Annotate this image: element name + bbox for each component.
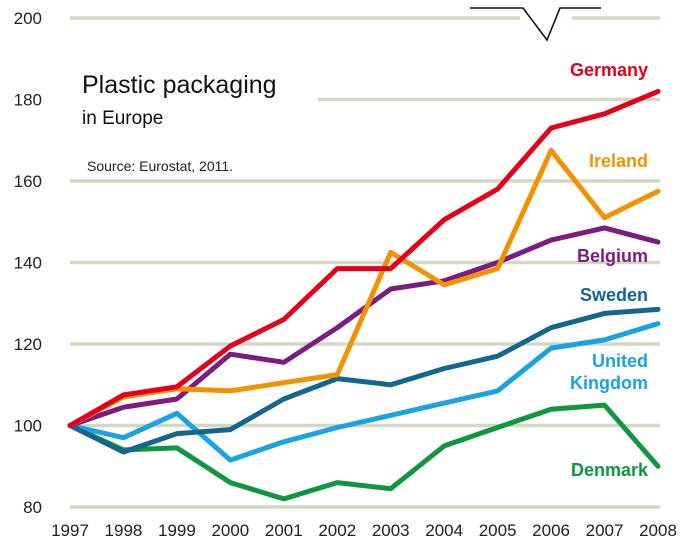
x-tick-label-2008: 2008 (639, 521, 677, 540)
y-axis-tick-labels: 80 100 120 140 160 180 200 (14, 9, 42, 517)
x-tick-label-2003: 2003 (372, 521, 410, 540)
chart-title: Plastic packaging (82, 71, 277, 99)
y-tick-label-80: 80 (23, 498, 42, 517)
series-line-sweden (67, 306, 661, 455)
series-lines (67, 88, 661, 502)
x-axis-tick-labels: 1997 1998 1999 2000 2001 2002 2003 2004 2005 2006… (51, 521, 677, 540)
y-tick-label-160: 160 (14, 172, 42, 191)
y-tick-label-140: 140 (14, 254, 42, 273)
x-tick-label-2006: 2006 (532, 521, 570, 540)
gridlines (70, 16, 660, 509)
x-tick-label-2007: 2007 (586, 521, 624, 540)
series-labels: Germany Ireland Belgium Sweden United Kingdom… (570, 60, 649, 480)
x-tick-label-2004: 2004 (425, 521, 463, 540)
series-line-denmark (67, 402, 661, 502)
series-label-sweden: Sweden (580, 285, 648, 305)
x-tick-label-1998: 1998 (105, 521, 143, 540)
x-tick-label-2005: 2005 (479, 521, 517, 540)
top-decoration (470, 7, 601, 42)
series-label-ireland: Ireland (589, 151, 648, 171)
chart-subtitle: in Europe (82, 108, 163, 129)
series-label-germany: Germany (570, 60, 648, 80)
x-tick-label-1999: 1999 (158, 521, 196, 540)
x-tick-label-2000: 2000 (211, 521, 249, 540)
series-line-united-kingdom (67, 321, 661, 463)
y-tick-label-120: 120 (14, 335, 42, 354)
series-label-belgium: Belgium (577, 246, 648, 266)
y-tick-label-180: 180 (14, 91, 42, 110)
series-line-belgium (67, 225, 661, 428)
y-tick-label-100: 100 (14, 417, 42, 436)
x-tick-label-2001: 2001 (265, 521, 303, 540)
y-tick-label-200: 200 (14, 9, 42, 28)
x-tick-label-1997: 1997 (51, 521, 89, 540)
series-label-united-kingdom: United Kingdom (570, 351, 648, 393)
chart-source: Source: Eurostat, 2011. (87, 158, 233, 174)
series-label-denmark: Denmark (571, 460, 649, 480)
series-line-germany (67, 88, 661, 428)
x-tick-label-2002: 2002 (318, 521, 356, 540)
